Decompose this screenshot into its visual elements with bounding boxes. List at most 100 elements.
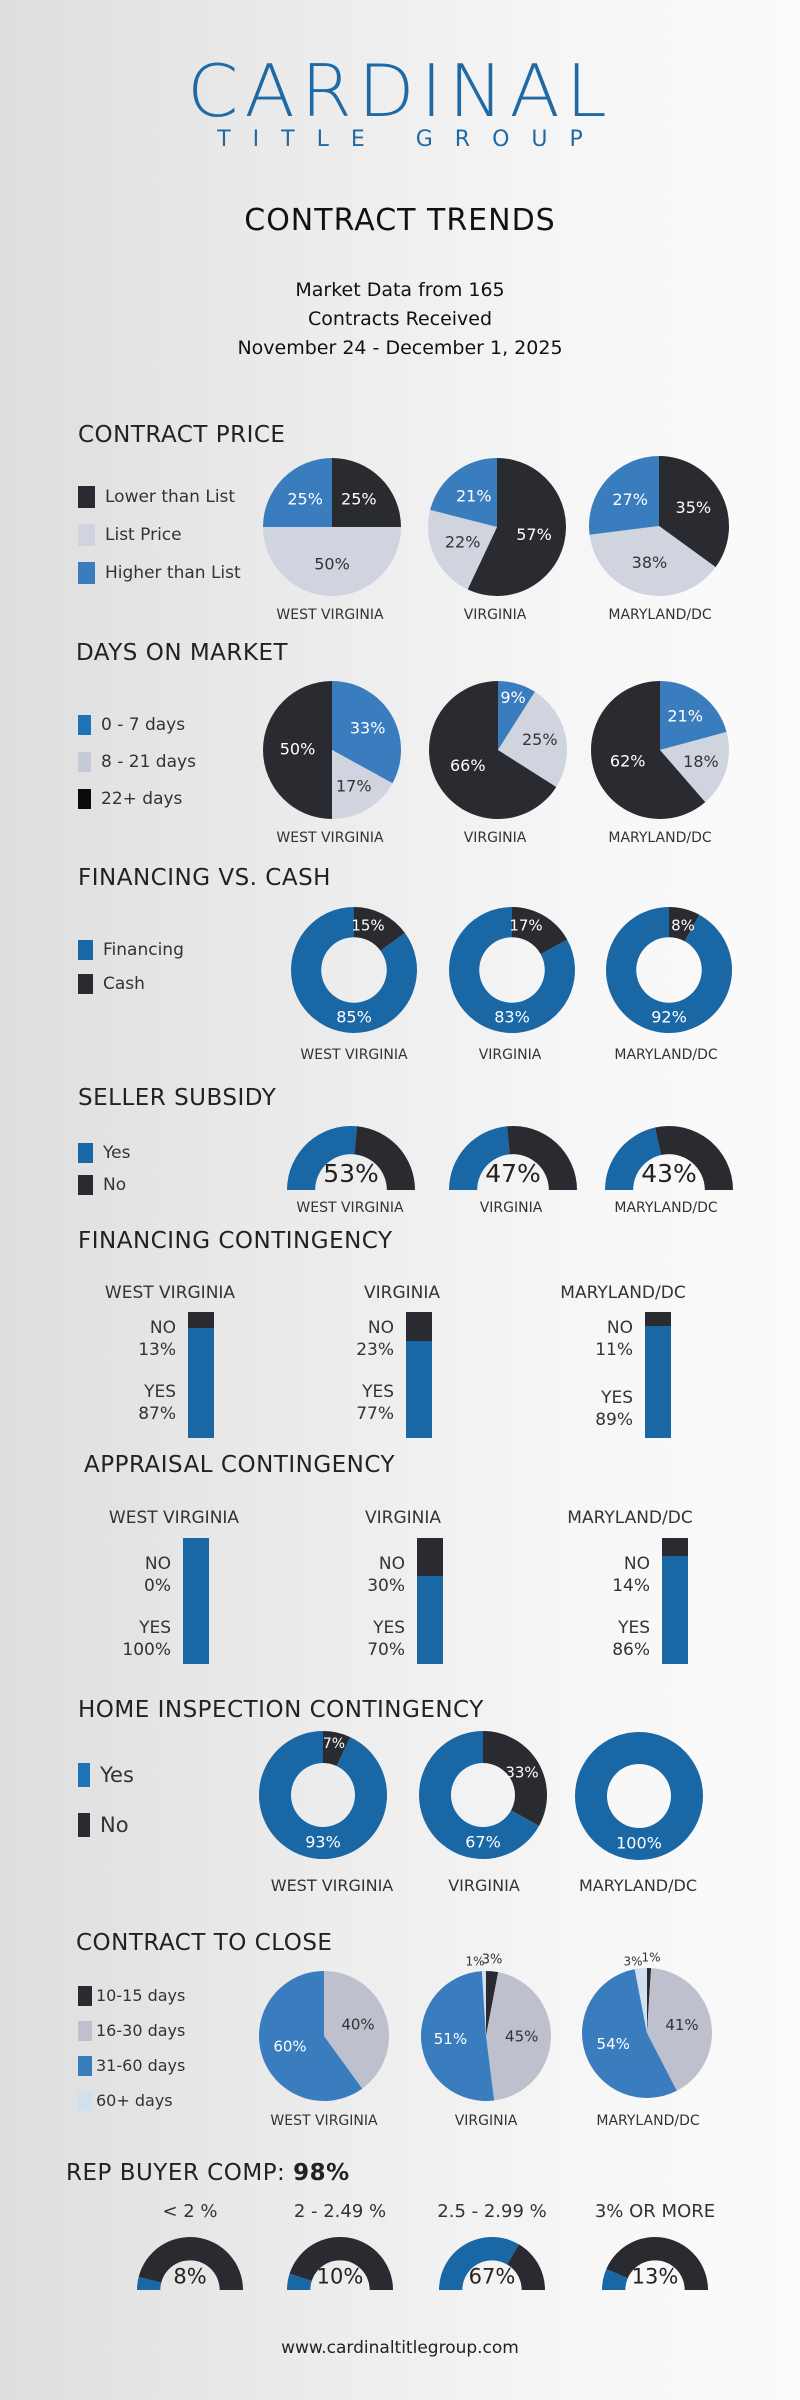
- bar-label-no: NO 0%: [101, 1553, 171, 1597]
- state-label: VIRGINIA: [454, 2113, 518, 2129]
- slice-16-30-days: [647, 1968, 712, 2091]
- financing-donut-maryland-dc: 8% 92%: [606, 907, 732, 1033]
- slice-0-7-days-label: 9%: [500, 688, 525, 707]
- state-label: WEST VIRGINIA: [300, 1047, 408, 1063]
- slice-list-price: [589, 526, 716, 596]
- footer-url[interactable]: www.cardinaltitlegroup.com: [281, 2338, 519, 2358]
- bar-segment-yes: [662, 1555, 688, 1664]
- slice-22-plus-days-label: 62%: [610, 752, 646, 771]
- section-title-financing-vs-cash: FINANCING VS. CASH: [78, 865, 331, 891]
- section-title-appraisal-contingency: APPRAISAL CONTINGENCY: [84, 1452, 396, 1478]
- bar-label-yes: YES 89%: [563, 1387, 633, 1431]
- bar-label-yes-value: 89%: [595, 1410, 633, 1430]
- days-on-market-pie-maryland-dc: 21% 18% 62%: [591, 681, 729, 819]
- legend-swatch: [78, 524, 95, 546]
- slice-lower-than-list: [332, 458, 401, 527]
- slice-0-7-days-label: 21%: [667, 707, 703, 726]
- bar-segment-no: [662, 1538, 688, 1556]
- bar-label-no: NO 30%: [335, 1553, 405, 1597]
- state-label: VIRGINIA: [479, 1200, 543, 1216]
- slice-16-30-days: [324, 1971, 389, 2089]
- bar-segment-no: [406, 1312, 432, 1341]
- bar-column-header: VIRGINIA: [363, 1283, 440, 1303]
- slice-financing: [606, 907, 732, 1033]
- slice-60-plus-days-label: 3%: [623, 1955, 642, 1969]
- bar-label-yes-name: YES: [144, 1382, 176, 1402]
- gauge-no-segment: [507, 2244, 545, 2290]
- gauge-value-label: 8%: [173, 2265, 206, 2289]
- slice-22-plus-days: [591, 681, 706, 819]
- slice-cash: [512, 907, 568, 955]
- legend-item: 8 - 21 days: [78, 743, 196, 780]
- legend-label: 10-15 days: [96, 1986, 186, 2005]
- slice-financing: [291, 907, 417, 1033]
- slice-10-15-days: [647, 1968, 652, 2033]
- bar-label-no: NO 23%: [324, 1317, 394, 1361]
- legend-financing-vs-cash: Financing Cash: [78, 933, 184, 1001]
- comp-range-label: 2.5 - 2.99 %: [437, 2201, 547, 2222]
- gauge-yes-segment: [439, 2237, 519, 2290]
- gauge-value-label: 13%: [632, 2265, 679, 2289]
- bar-segment-yes: [406, 1340, 432, 1438]
- gauge-yes-segment: [287, 2273, 312, 2290]
- days-on-market-pie-west-virginia: 33% 17% 50%: [263, 681, 401, 819]
- slice-16-30-days: [486, 1972, 551, 2101]
- state-label: MARYLAND/DC: [596, 2113, 700, 2129]
- legend-seller-subsidy: Yes No: [78, 1137, 130, 1201]
- state-label: VIRGINIA: [463, 607, 527, 623]
- section-title-rep-buyer-comp: REP BUYER COMP: 98%: [66, 2160, 350, 2186]
- bar-segment-no: [188, 1312, 214, 1329]
- bar-label-yes-value: 86%: [612, 1640, 650, 1660]
- slice-60-plus-days: [481, 1971, 486, 2036]
- legend-label: 22+ days: [101, 788, 183, 809]
- slice-no-label: 33%: [505, 1764, 538, 1782]
- slice-16-30-days-label: 40%: [341, 2015, 374, 2033]
- comp-range-label: < 2 %: [162, 2201, 218, 2222]
- slice-cash-label: 17%: [509, 917, 542, 935]
- gauge-yes-segment: [605, 1127, 662, 1190]
- bar-column-header: MARYLAND/DC: [567, 1508, 693, 1528]
- legend-label: Financing: [103, 940, 184, 960]
- slice-cash: [354, 907, 405, 951]
- legend-label: No: [103, 1175, 127, 1195]
- gauge-yes-segment: [602, 2268, 628, 2290]
- section-title-contract-to-close: CONTRACT TO CLOSE: [76, 1930, 333, 1956]
- bar-segment-yes: [417, 1575, 443, 1664]
- slice-lower-than-list-label: 35%: [676, 498, 712, 517]
- bar-label-yes-name: YES: [373, 1618, 405, 1638]
- legend-swatch: [78, 788, 91, 809]
- legend-item: Higher than List: [78, 554, 241, 592]
- legend-swatch: [78, 486, 95, 508]
- bar-label-yes: YES 70%: [335, 1617, 405, 1661]
- legend-swatch: [78, 1985, 92, 2006]
- bar-label-yes-name: YES: [362, 1382, 394, 1402]
- comp-range-label: 3% OR MORE: [594, 2201, 716, 2222]
- state-label: MARYLAND/DC: [614, 1200, 718, 1216]
- legend-item: 31-60 days: [78, 2048, 185, 2083]
- legend-swatch: [78, 1143, 93, 1163]
- slice-higher-than-list: [589, 456, 659, 535]
- slice-10-15-days: [486, 1971, 499, 2036]
- slice-0-7-days: [498, 681, 535, 750]
- bar-label-no-value: 30%: [367, 1576, 405, 1596]
- subtitle: Market Data from 165 Contracts Received …: [0, 276, 800, 363]
- section-title-financing-contingency: FINANCING CONTINGENCY: [78, 1228, 393, 1254]
- slice-lower-than-list-label: 57%: [516, 525, 552, 544]
- legend-home-inspection: Yes No: [78, 1750, 134, 1850]
- slice-lower-than-list: [467, 458, 566, 596]
- legend-label: Higher than List: [105, 563, 241, 583]
- legend-swatch: [78, 974, 93, 994]
- slice-higher-than-list: [263, 458, 332, 527]
- slice-22-plus-days: [429, 681, 557, 819]
- slice-31-60-days-label: 51%: [434, 2030, 467, 2048]
- slice-8-21-days: [332, 750, 393, 819]
- section-title-contract-price: CONTRACT PRICE: [78, 422, 286, 448]
- slice-list-price: [428, 509, 497, 590]
- slice-31-60-days: [258, 1971, 363, 2101]
- state-label: WEST VIRGINIA: [296, 1200, 404, 1216]
- bar-label-no: NO 11%: [563, 1317, 633, 1361]
- bar-label-no-name: NO: [149, 1318, 176, 1338]
- bar-label-yes-name: YES: [618, 1618, 650, 1638]
- slice-8-21-days-label: 25%: [522, 730, 558, 749]
- bar-label-yes-value: 77%: [356, 1404, 394, 1424]
